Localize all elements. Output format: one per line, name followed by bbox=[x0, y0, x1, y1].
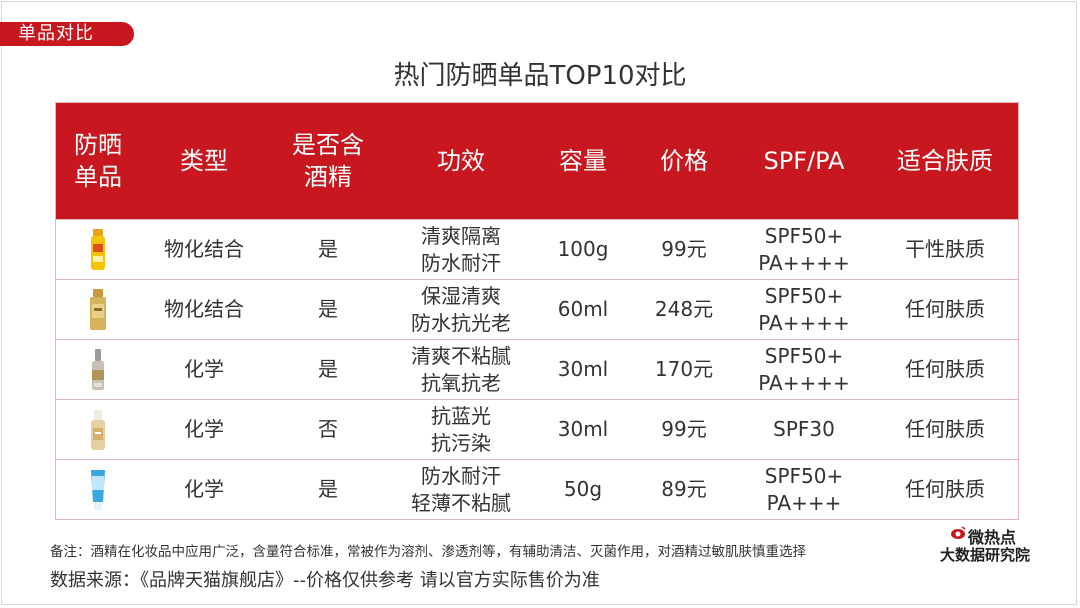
blue-sunscreen-tube-icon bbox=[91, 469, 105, 510]
footnote: 备注：酒精在化妆品中应用广泛，含量符合标准，常被作为溶剂、渗透剂等，有辅助清洁、… bbox=[50, 544, 806, 560]
table-row: 物化结合 是 清爽隔离 防水耐汗 100g 99元 SPF50+ PA++++ 干性… bbox=[56, 219, 1018, 279]
data-source: 数据来源：《品牌天猫旗舰店》--价格仅供参考 请以官方实际售价为准 bbox=[50, 570, 600, 591]
brand-logo: 微热点 大数据研究院 bbox=[940, 524, 1052, 564]
yellow-sunscreen-bottle-icon bbox=[91, 228, 105, 270]
page-title: 热门防晒单品TOP10对比 bbox=[393, 61, 687, 91]
header-type: 类型 bbox=[180, 147, 228, 175]
gold-sunscreen-bottle-icon bbox=[90, 288, 106, 330]
header-spf: SPF/PA bbox=[763, 147, 845, 175]
header-volume: 容量 bbox=[559, 147, 607, 175]
table-header: 防晒 单品 类型 是否含 酒精 功效 容量 价格 SPF/PA 适合肤质 bbox=[56, 103, 1018, 219]
logo-line-1: 微热点 bbox=[968, 528, 1017, 547]
header-product: 防晒 单品 bbox=[74, 131, 122, 191]
header-price: 价格 bbox=[660, 147, 708, 175]
table-row: 物化结合 是 保湿清爽 防水抗光老 60ml 248元 SPF50+ PA++++ … bbox=[56, 279, 1018, 339]
section-tag: 单品对比 bbox=[0, 22, 134, 46]
cream-sunscreen-bottle-icon bbox=[91, 409, 105, 450]
table-row: 化学 否 抗蓝光 抗污染 30ml 99元 SPF30 任何肤质 bbox=[56, 399, 1018, 459]
comparison-table: 防晒 单品 类型 是否含 酒精 功效 容量 价格 SPF/PA 适合肤质 物化结合 … bbox=[55, 102, 1019, 520]
header-effect: 功效 bbox=[437, 147, 485, 175]
logo-line-2: 大数据研究院 bbox=[940, 546, 1031, 564]
header-alcohol: 是否含 酒精 bbox=[292, 131, 364, 191]
silver-serum-bottle-icon bbox=[92, 348, 104, 390]
header-skin: 适合肤质 bbox=[897, 147, 993, 175]
table-row: 化学 是 防水耐汗 轻薄不粘腻 50g 89元 SPF50+ PA+++ 任何肤质 bbox=[56, 459, 1018, 519]
table-row: 化学 是 清爽不粘腻 抗氧抗老 30ml 170元 SPF50+ PA++++ 任何… bbox=[56, 339, 1018, 399]
eye-logo-icon bbox=[951, 526, 966, 539]
